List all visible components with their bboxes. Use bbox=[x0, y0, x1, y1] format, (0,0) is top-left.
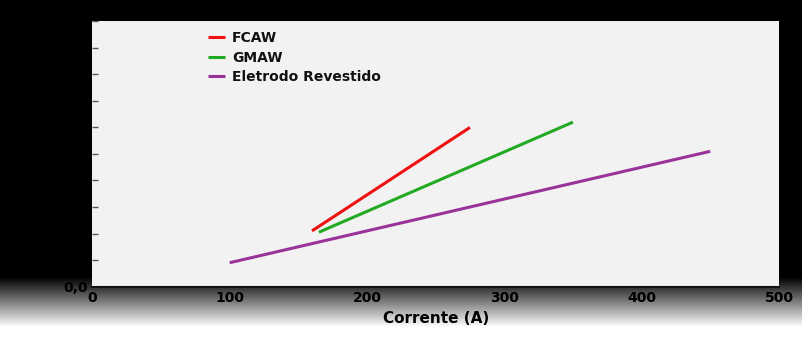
Line: FCAW: FCAW bbox=[312, 127, 469, 231]
Legend: FCAW, GMAW, Eletrodo Revestido: FCAW, GMAW, Eletrodo Revestido bbox=[205, 28, 383, 87]
Eletrodo Revestido bbox=[225, 261, 234, 265]
X-axis label: Corrente (A): Corrente (A) bbox=[382, 311, 488, 326]
Line: GMAW: GMAW bbox=[318, 122, 573, 232]
Y-axis label: Taxa de Deposição
(kg/h): Taxa de Deposição (kg/h) bbox=[15, 74, 47, 234]
GMAW bbox=[314, 230, 323, 234]
FCAW bbox=[307, 229, 317, 233]
FCAW bbox=[464, 125, 474, 130]
Eletrodo Revestido bbox=[705, 149, 715, 153]
Line: Eletrodo Revestido: Eletrodo Revestido bbox=[229, 151, 710, 263]
GMAW bbox=[568, 120, 577, 124]
